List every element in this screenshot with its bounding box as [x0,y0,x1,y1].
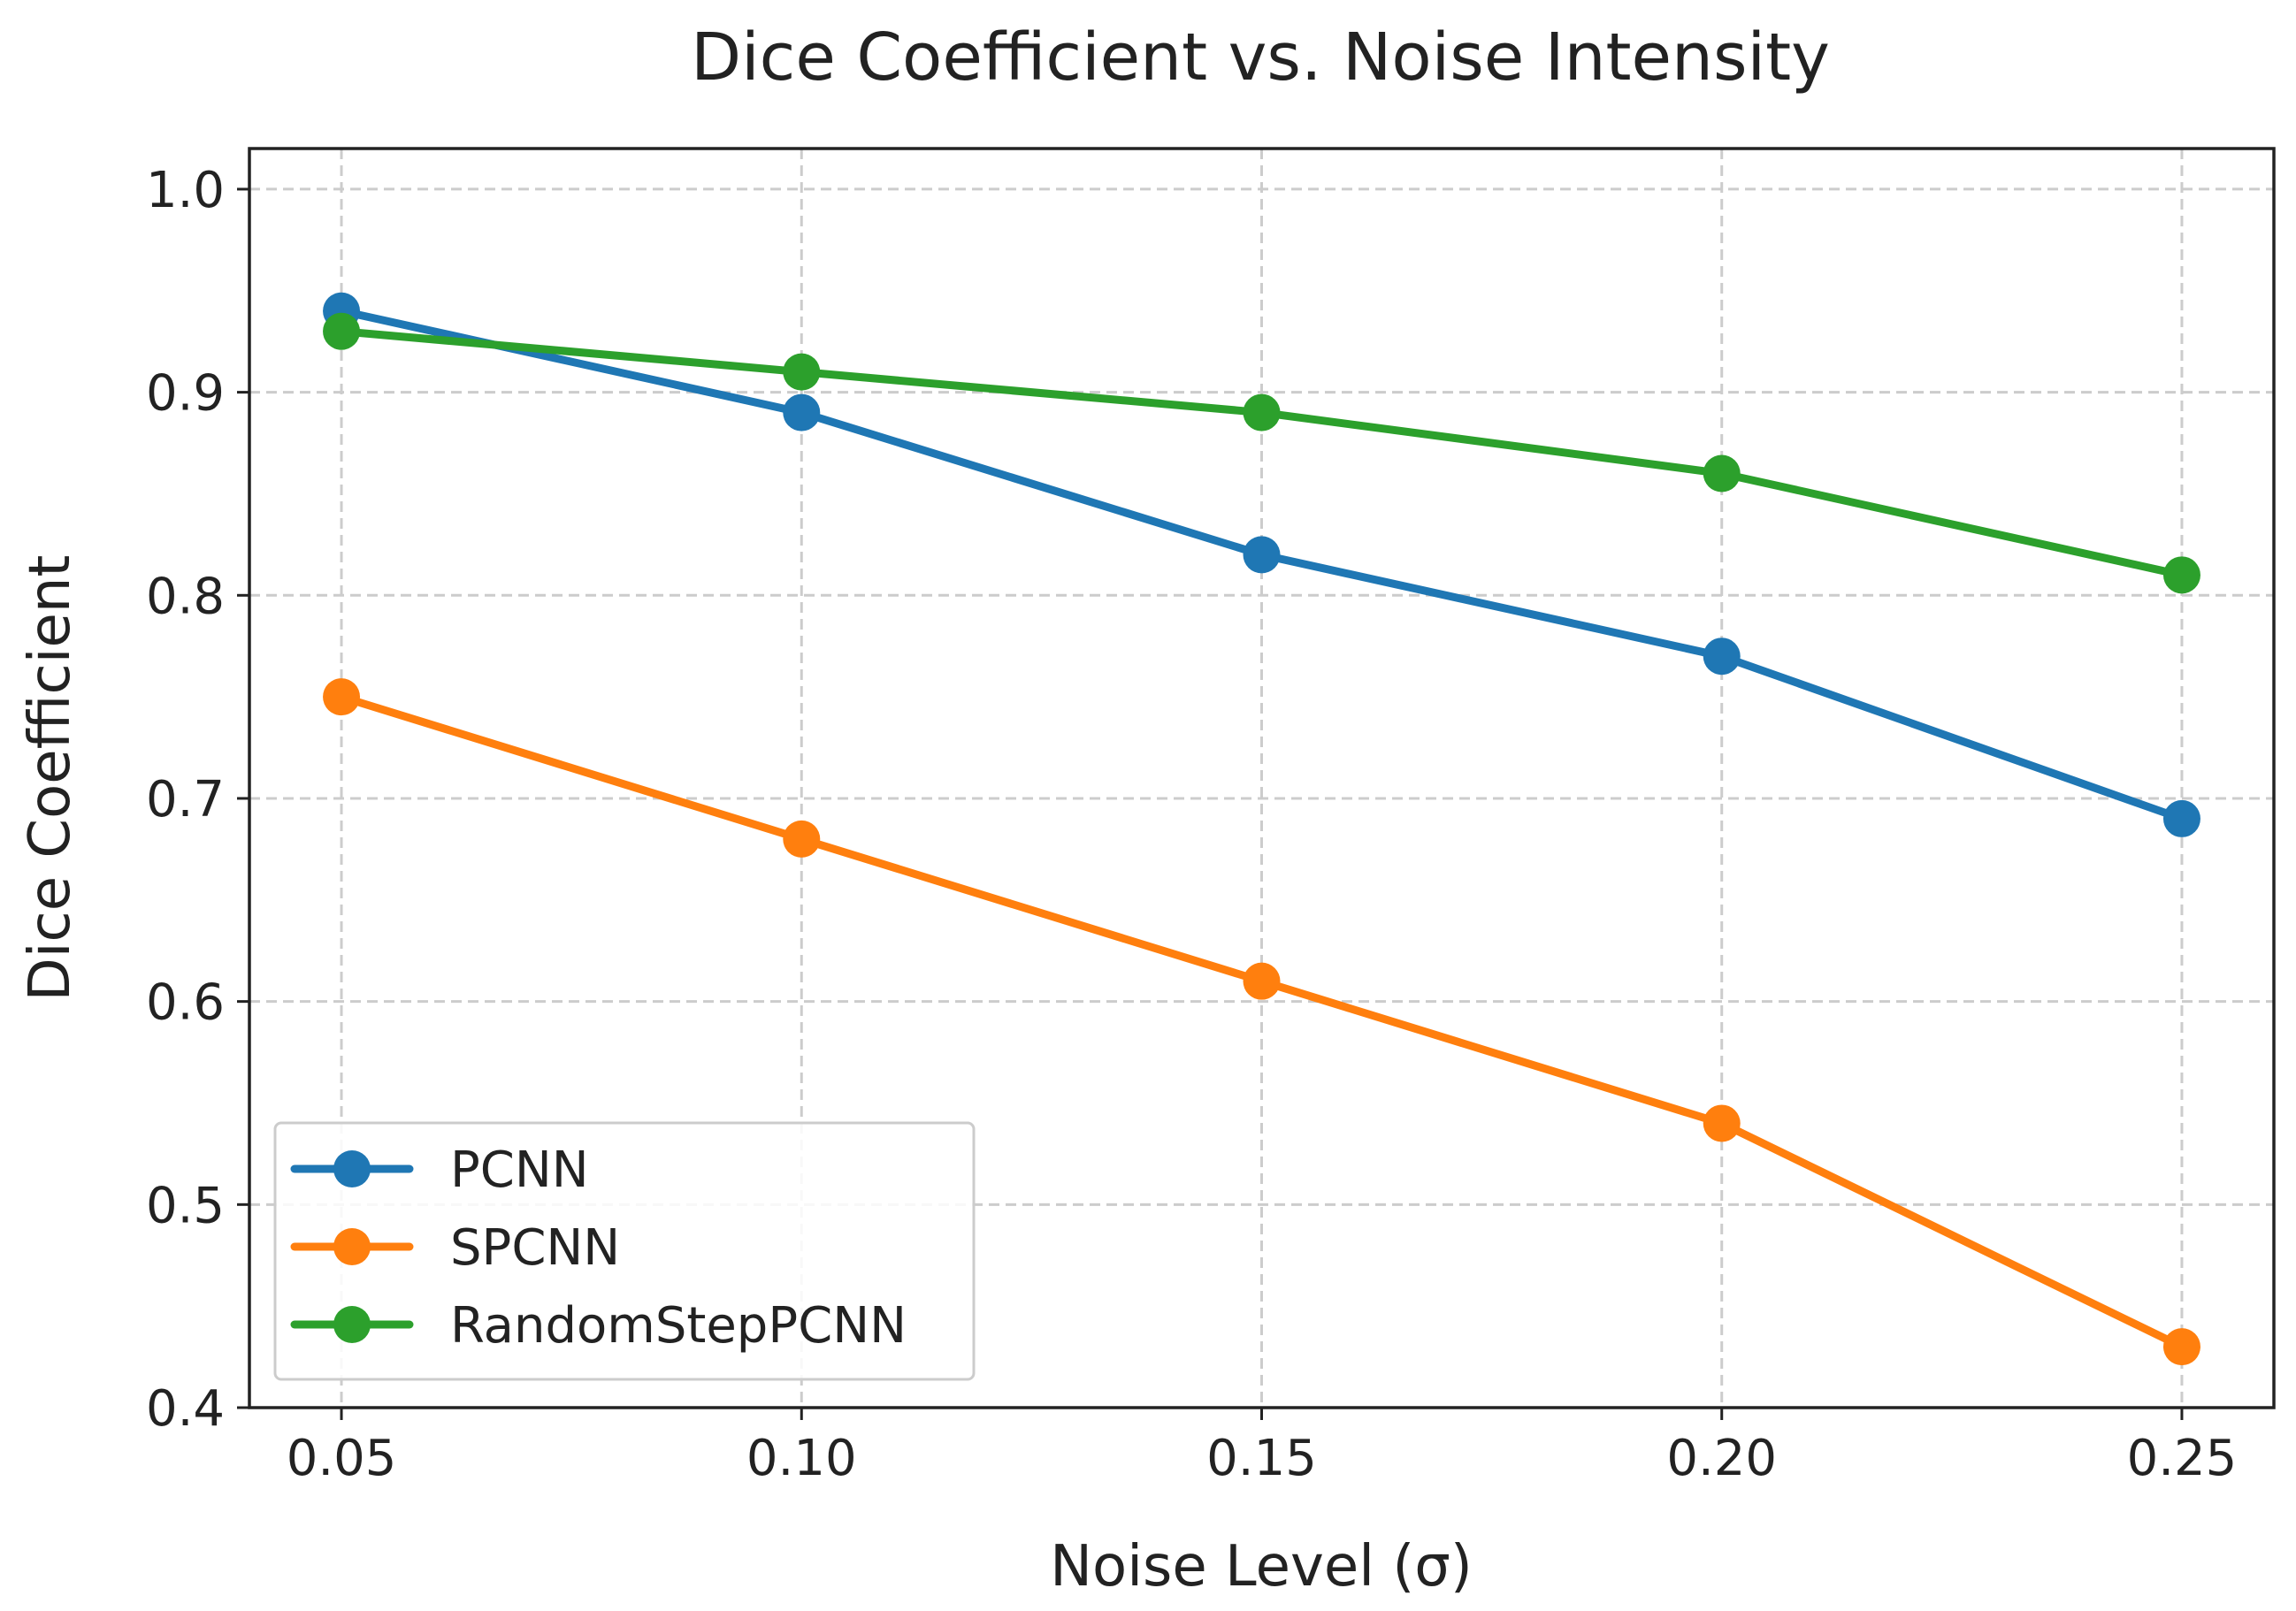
series-randomsteppcnn [323,312,2200,594]
series-pcnn [323,292,2200,837]
data-point [1703,1104,1741,1142]
chart-title: Dice Coefficient vs. Noise Intensity [691,19,1830,95]
x-tick-label: 0.15 [1206,1430,1317,1487]
legend-label: PCNN [450,1141,589,1199]
data-point [783,353,821,391]
legend-entry: RandomStepPCNN [290,1297,907,1355]
data-point [323,312,361,350]
x-tick-label: 0.25 [2127,1430,2238,1487]
y-tick-label: 0.5 [146,1177,225,1234]
y-tick-label: 0.9 [146,365,225,423]
legend-swatch-marker [333,1306,371,1343]
y-tick-label: 1.0 [146,162,225,219]
legend-label: RandomStepPCNN [450,1297,907,1355]
data-point [1703,638,1741,676]
legend-label: SPCNN [450,1219,620,1277]
legend: PCNN SPCNN RandomStepPCNN [273,1121,976,1381]
data-point [323,678,361,716]
data-point [2162,1328,2200,1366]
data-point [783,820,821,858]
legend-swatch-marker [333,1228,371,1265]
legend-box [273,1121,976,1381]
data-point [2162,799,2200,837]
y-tick-label: 0.6 [146,974,225,1032]
y-tick-label: 0.8 [146,568,225,625]
data-point [783,393,821,431]
x-tick-label: 0.05 [287,1430,397,1487]
legend-entry: SPCNN [290,1219,620,1277]
ticks: 0.05 0.10 0.15 0.20 0.25 0.4 0.5 0.6 0.7 0.8 0.9 1.… [146,162,2237,1487]
data-point [2162,556,2200,594]
data-point [1703,454,1741,492]
x-axis-label: Noise Level (σ) [1050,1534,1473,1600]
legend-entry: PCNN [290,1141,589,1199]
data-point [1243,536,1281,574]
x-tick-label: 0.10 [746,1430,857,1487]
legend-swatch-marker [333,1150,371,1187]
data-point [1243,962,1281,1000]
series-layer [323,292,2200,1366]
y-tick-label: 0.7 [146,771,225,828]
y-tick-label: 0.4 [146,1380,225,1438]
data-point [1243,393,1281,431]
x-tick-label: 0.20 [1666,1430,1777,1487]
y-axis-label: Dice Coefficient [18,554,83,1001]
series-spcnn [323,678,2200,1366]
